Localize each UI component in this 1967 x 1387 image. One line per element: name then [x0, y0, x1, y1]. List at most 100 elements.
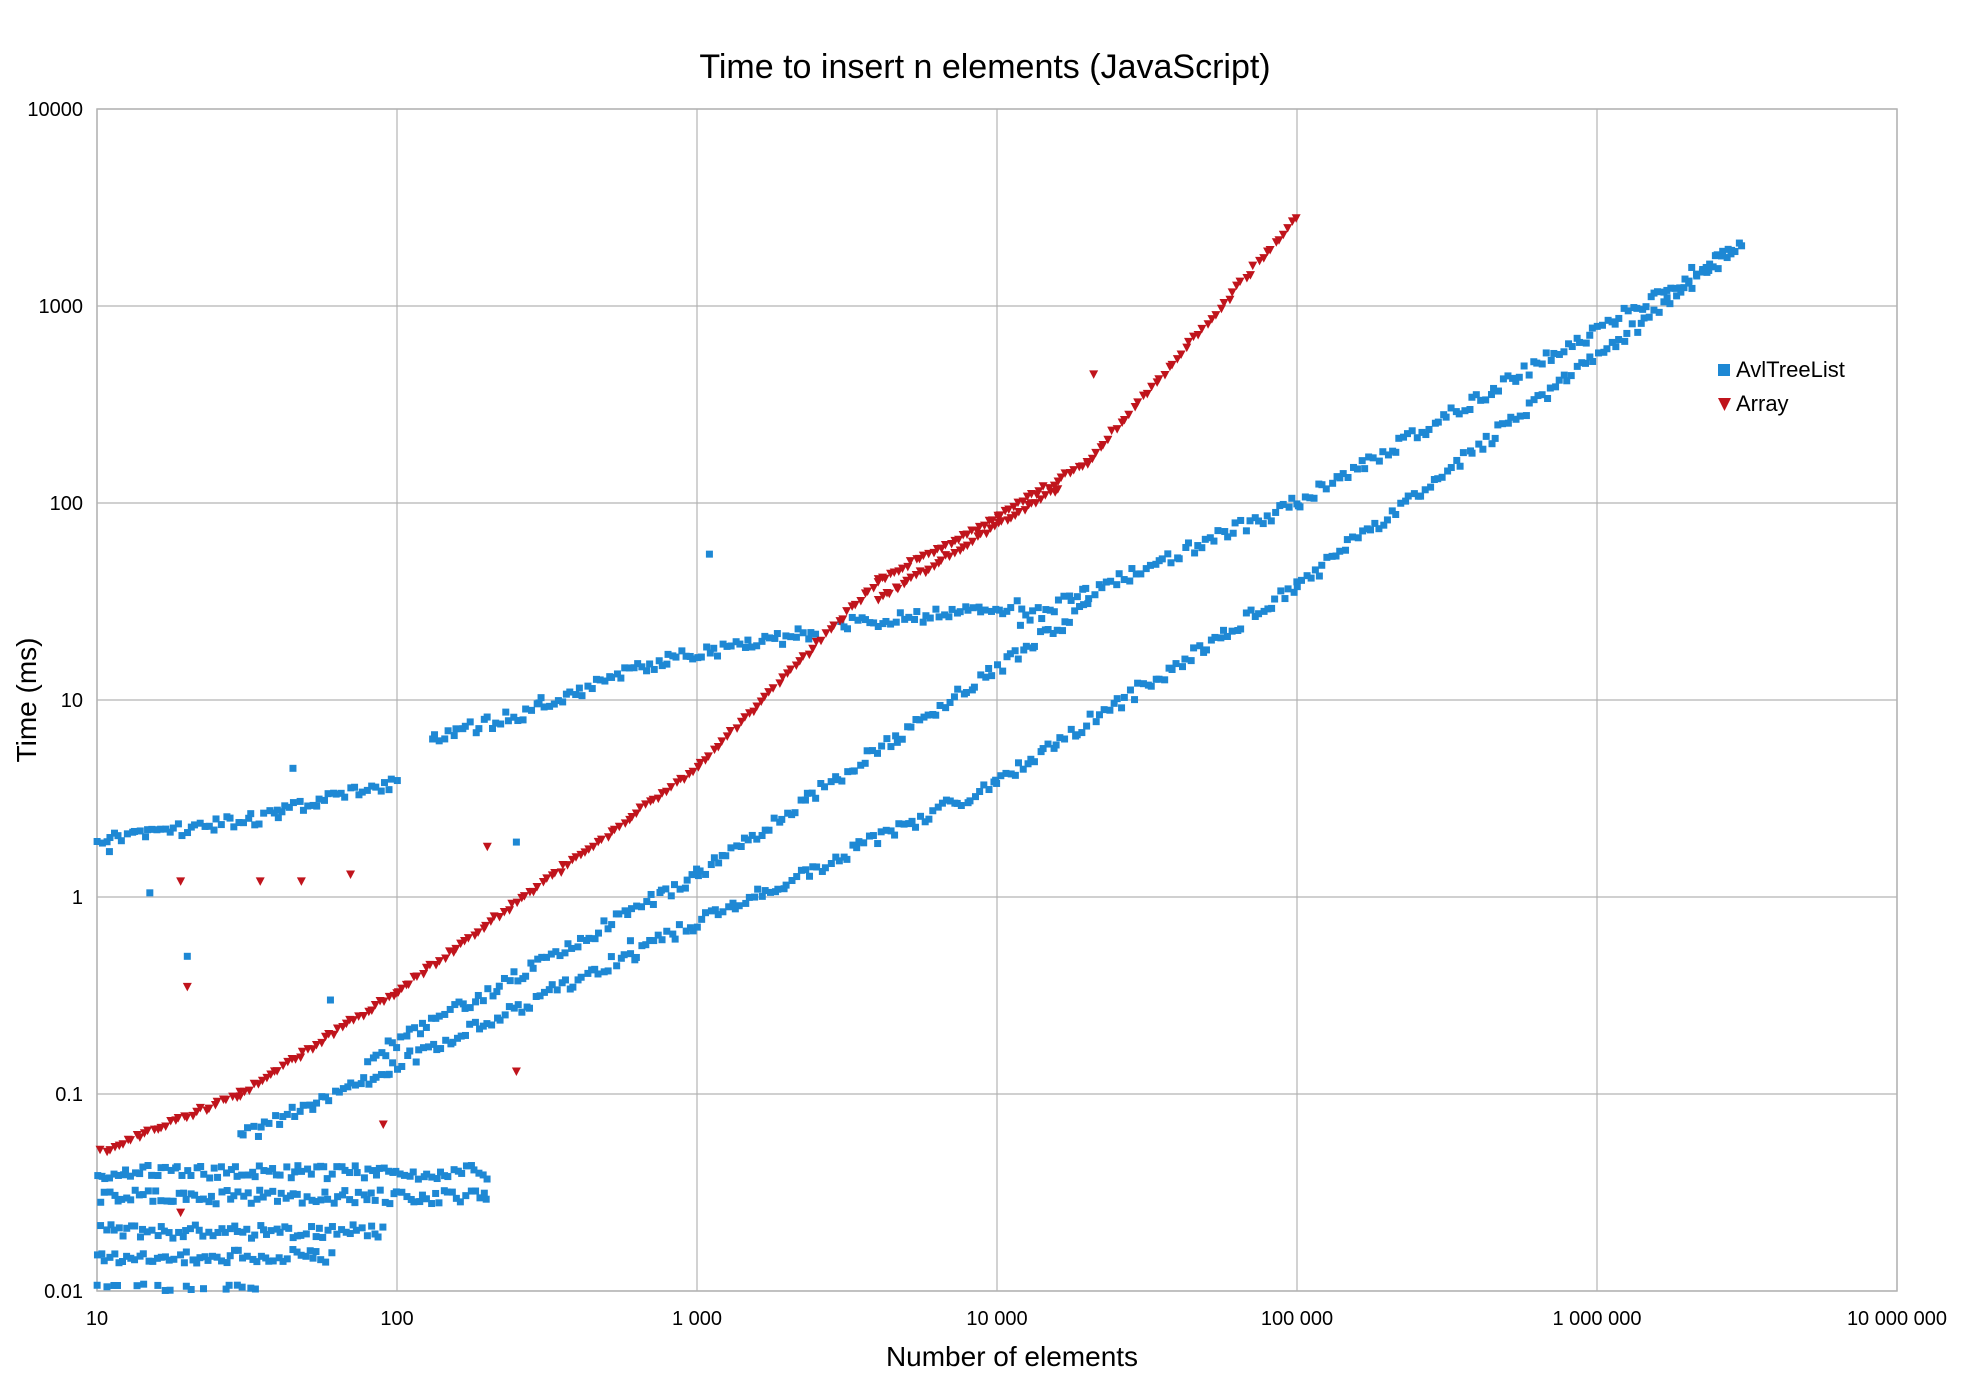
avltreelist-point	[1168, 665, 1176, 673]
avltreelist-point	[148, 825, 156, 833]
avltreelist-point	[1544, 395, 1552, 403]
avltreelist-point	[154, 1232, 162, 1240]
array-point	[609, 825, 619, 835]
avltreelist-point	[1146, 561, 1154, 569]
avltreelist-point	[476, 1025, 484, 1033]
avltreelist-point	[1671, 284, 1679, 292]
avltreelist-point	[497, 720, 505, 728]
avltreelist-point	[1392, 510, 1400, 518]
array-point	[974, 522, 984, 532]
avltreelist-point	[1147, 682, 1155, 690]
avltreelist-point	[167, 1166, 175, 1174]
array-point	[1006, 514, 1016, 523]
array-point	[1124, 410, 1134, 420]
avltreelist-point	[650, 937, 658, 945]
avltreelist-point	[174, 820, 182, 828]
avltreelist-point	[727, 642, 735, 650]
avltreelist-point	[887, 620, 895, 628]
avltreelist-point	[1533, 359, 1541, 367]
avltreelist-point	[1080, 601, 1088, 609]
avltreelist-point	[239, 819, 247, 827]
array-point	[988, 516, 998, 525]
avltreelist-point	[380, 779, 388, 787]
avltreelist-point	[818, 867, 826, 875]
avltreelist-point	[335, 1088, 343, 1096]
avltreelist-point	[480, 1189, 488, 1197]
avltreelist-point	[1288, 494, 1296, 502]
avltreelist-point	[243, 1252, 251, 1260]
avltreelist-point	[313, 802, 321, 810]
y-tick-label: 100	[50, 493, 83, 515]
avltreelist-point	[381, 1198, 389, 1206]
avltreelist-point	[849, 841, 857, 849]
avltreelist-point	[207, 1192, 215, 1200]
avltreelist-point	[1573, 334, 1581, 342]
avltreelist-point	[205, 1198, 213, 1206]
avltreelist-point	[693, 923, 701, 931]
array-point	[283, 1057, 293, 1067]
avltreelist-point	[131, 1256, 139, 1264]
avltreelist-point	[191, 1221, 199, 1229]
x-tick-label: 10 000	[966, 1308, 1027, 1330]
avltreelist-point	[585, 934, 593, 942]
avltreelist-point	[251, 1173, 259, 1181]
avltreelist-point	[917, 812, 925, 820]
avltreelist-point	[291, 1168, 299, 1176]
avltreelist-point	[1685, 277, 1693, 285]
avltreelist-point	[360, 1191, 368, 1199]
avltreelist-point	[428, 1173, 436, 1181]
avltreelist-point	[1504, 372, 1512, 380]
avltreelist-point	[1061, 618, 1069, 626]
avltreelist-point	[93, 1281, 101, 1289]
avltreelist-point	[334, 1193, 342, 1201]
avltreelist-point	[398, 1188, 406, 1196]
avltreelist-point	[364, 1058, 372, 1066]
array-point	[588, 842, 598, 852]
avltreelist-point	[529, 964, 537, 972]
avltreelist-point	[1229, 529, 1237, 537]
avltreelist-point	[1131, 696, 1139, 704]
avltreelist-point	[1623, 329, 1631, 337]
avltreelist-point	[1263, 512, 1271, 520]
avltreelist-point	[479, 997, 487, 1005]
avltreelist-point	[293, 1190, 301, 1198]
array-point	[756, 697, 766, 706]
avltreelist-point	[1563, 377, 1571, 385]
avltreelist-point	[827, 778, 835, 786]
avltreelist-point	[522, 972, 530, 980]
avltreelist-point	[114, 1171, 122, 1179]
array-point	[1034, 487, 1044, 496]
avltreelist-point	[444, 1173, 452, 1181]
avltreelist-point	[1242, 527, 1250, 535]
avltreelist-point	[697, 653, 705, 661]
array-point	[1248, 261, 1258, 271]
avltreelist-point	[977, 671, 985, 679]
avltreelist-point	[324, 1195, 332, 1203]
avltreelist-point	[184, 829, 192, 837]
avltreelist-point	[797, 796, 805, 804]
avltreelist-point	[1242, 609, 1250, 617]
avltreelist-point	[1100, 706, 1108, 714]
avltreelist-point	[255, 1162, 263, 1170]
avltreelist-point	[740, 834, 748, 842]
avltreelist-point	[821, 864, 829, 872]
avltreelist-point	[1547, 356, 1555, 364]
avltreelist-point	[854, 616, 862, 624]
avltreelist-point	[218, 1225, 226, 1233]
array-point	[1089, 370, 1099, 379]
avltreelist-point	[250, 1122, 258, 1130]
avltreelist-point	[466, 1004, 474, 1012]
avltreelist-point	[93, 837, 101, 845]
avltreelist-point	[1482, 396, 1490, 404]
avltreelist-point	[601, 677, 609, 685]
avltreelist-point	[1375, 525, 1383, 533]
avltreelist-point	[218, 1257, 226, 1265]
array-point	[1031, 499, 1041, 508]
avltreelist-point	[279, 1257, 287, 1265]
avltreelist-point	[501, 1011, 509, 1019]
avltreelist-point	[260, 809, 268, 817]
avltreelist-point	[1482, 432, 1490, 440]
avltreelist-point	[139, 1191, 147, 1199]
array-point	[1154, 375, 1164, 384]
